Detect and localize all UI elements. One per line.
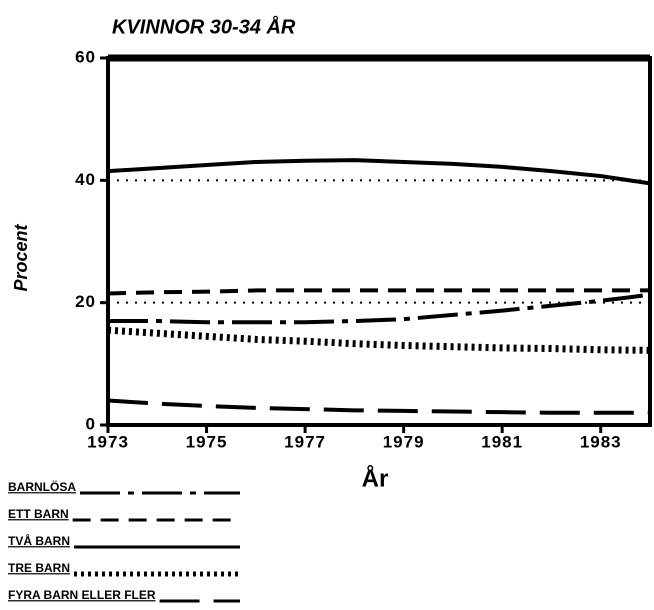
- x-tick-label: 1981: [481, 432, 523, 451]
- line-series: [107, 158, 651, 186]
- chart-title: KVINNOR 30-34 ÅR: [112, 14, 296, 38]
- legend-label: TVÅ BARN: [8, 533, 70, 548]
- y-tick-label: 0: [86, 414, 96, 433]
- line-series: [108, 292, 651, 325]
- x-tick-label: 1979: [383, 432, 425, 451]
- line-series: [107, 326, 651, 354]
- y-axis-label: Procent: [11, 223, 31, 291]
- plot-frame: [106, 56, 652, 427]
- y-tick-label: 40: [75, 170, 96, 189]
- x-tick-label: 1973: [87, 432, 129, 451]
- x-axis-label: År: [362, 464, 389, 492]
- x-tick-label: 1983: [580, 432, 622, 451]
- line-series: [107, 288, 650, 296]
- legend-label: ETT BARN: [8, 507, 69, 521]
- legend-label: BARNLÖSA: [8, 479, 76, 494]
- legend-label: FYRA BARN ELLER FLER: [8, 588, 156, 602]
- y-tick-label: 60: [75, 47, 96, 66]
- legend-label: TRE BARN: [8, 561, 70, 575]
- y-tick-label: 20: [75, 292, 96, 311]
- x-tick-label: 1975: [186, 432, 228, 451]
- x-tick-label: 1977: [284, 432, 326, 451]
- line-series: [107, 398, 650, 415]
